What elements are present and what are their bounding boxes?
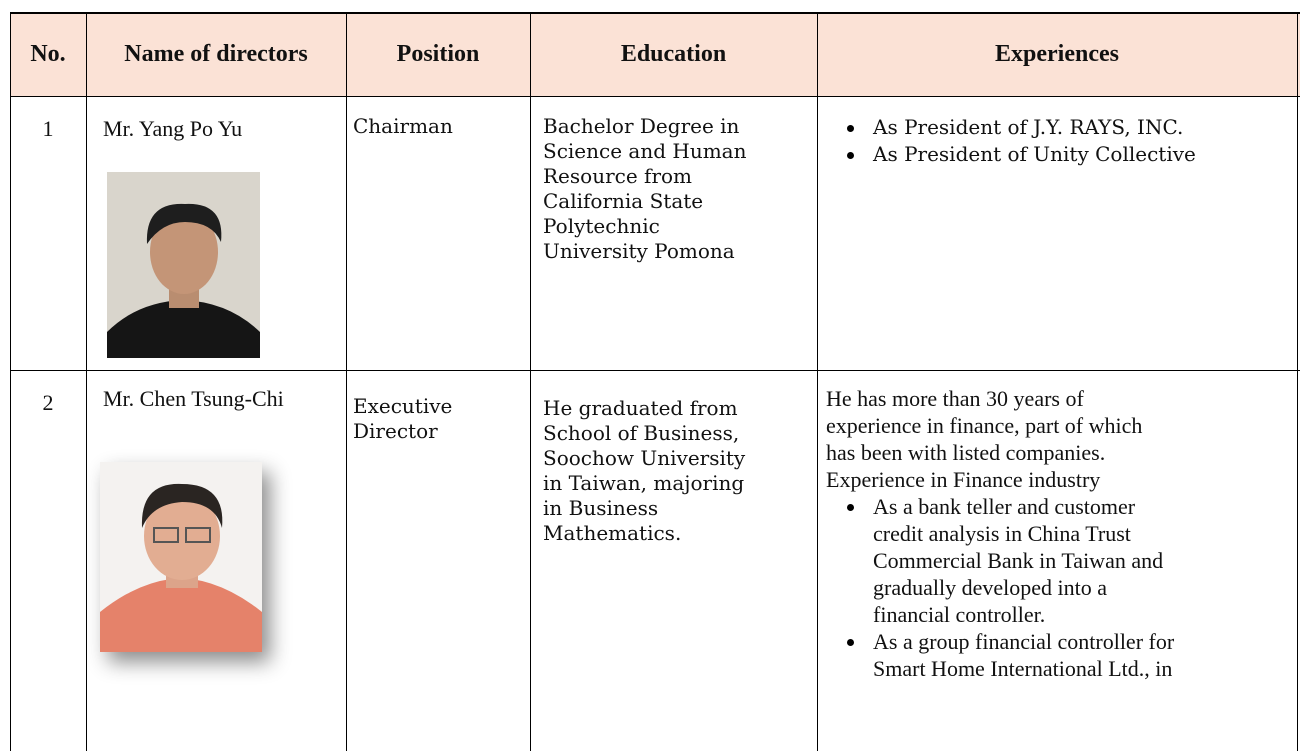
experience-bullet-line: Commercial Bank in Taiwan and — [873, 548, 1164, 573]
education-line: Resource from — [543, 164, 693, 188]
bullet — [847, 504, 854, 511]
column-border — [1297, 12, 1298, 751]
row-number: 1 — [42, 116, 54, 141]
row-border — [10, 12, 1300, 14]
column-border — [530, 12, 531, 751]
director-photo — [100, 462, 262, 652]
column-header: Name of directors — [124, 41, 308, 67]
bullet — [847, 639, 854, 646]
education-line: California State — [543, 189, 704, 213]
experience-bullet-line: credit analysis in China Trust — [873, 521, 1131, 546]
column-header: No. — [30, 41, 66, 67]
education-line: University Pomona — [543, 239, 735, 263]
experience-text: has been with listed companies. — [826, 440, 1106, 465]
experience-text: experience in finance, part of which — [826, 413, 1143, 438]
position-line: Chairman — [353, 114, 453, 138]
experience-bullet-line: As a group financial controller for — [873, 629, 1175, 654]
experience-text: Experience in Finance industry — [826, 467, 1101, 492]
row-border — [10, 96, 1300, 97]
education-line: Polytechnic — [543, 214, 660, 238]
education-line: Science and Human — [543, 139, 747, 163]
experience-bullet-line: Smart Home International Ltd., in — [873, 656, 1173, 681]
column-header: Position — [396, 41, 480, 67]
education-line: in Business — [543, 496, 659, 520]
experience-text: He has more than 30 years of — [826, 386, 1084, 411]
column-border — [817, 12, 818, 751]
column-border — [346, 12, 347, 751]
experience-bullet-line: gradually developed into a — [873, 575, 1107, 600]
director-photo — [107, 172, 260, 358]
bullet — [847, 152, 854, 159]
column-border — [86, 12, 87, 751]
experience-bullet-line: As a bank teller and customer — [873, 494, 1136, 519]
column-border — [10, 12, 11, 751]
education-line: Soochow University — [543, 446, 746, 470]
bullet — [847, 125, 854, 132]
column-header: Experiences — [995, 41, 1119, 67]
education-line: School of Business, — [543, 421, 740, 445]
position-line: Executive — [353, 394, 453, 418]
experience-bullet-line: As President of Unity Collective — [873, 142, 1196, 166]
experience-bullet-line: financial controller. — [873, 602, 1046, 627]
education-line: Mathematics. — [543, 521, 682, 545]
row-border — [10, 370, 1300, 371]
education-line: in Taiwan, majoring — [543, 471, 745, 495]
director-name: Mr. Chen Tsung-Chi — [103, 386, 284, 411]
row-number: 2 — [42, 390, 54, 415]
director-name: Mr. Yang Po Yu — [103, 116, 243, 141]
education-line: Bachelor Degree in — [543, 114, 740, 138]
header-background — [10, 12, 1300, 96]
education-line: He graduated from — [543, 396, 738, 420]
position-line: Director — [353, 419, 438, 443]
experience-bullet-line: As President of J.Y. RAYS, INC. — [873, 115, 1184, 139]
column-header: Education — [620, 41, 727, 67]
